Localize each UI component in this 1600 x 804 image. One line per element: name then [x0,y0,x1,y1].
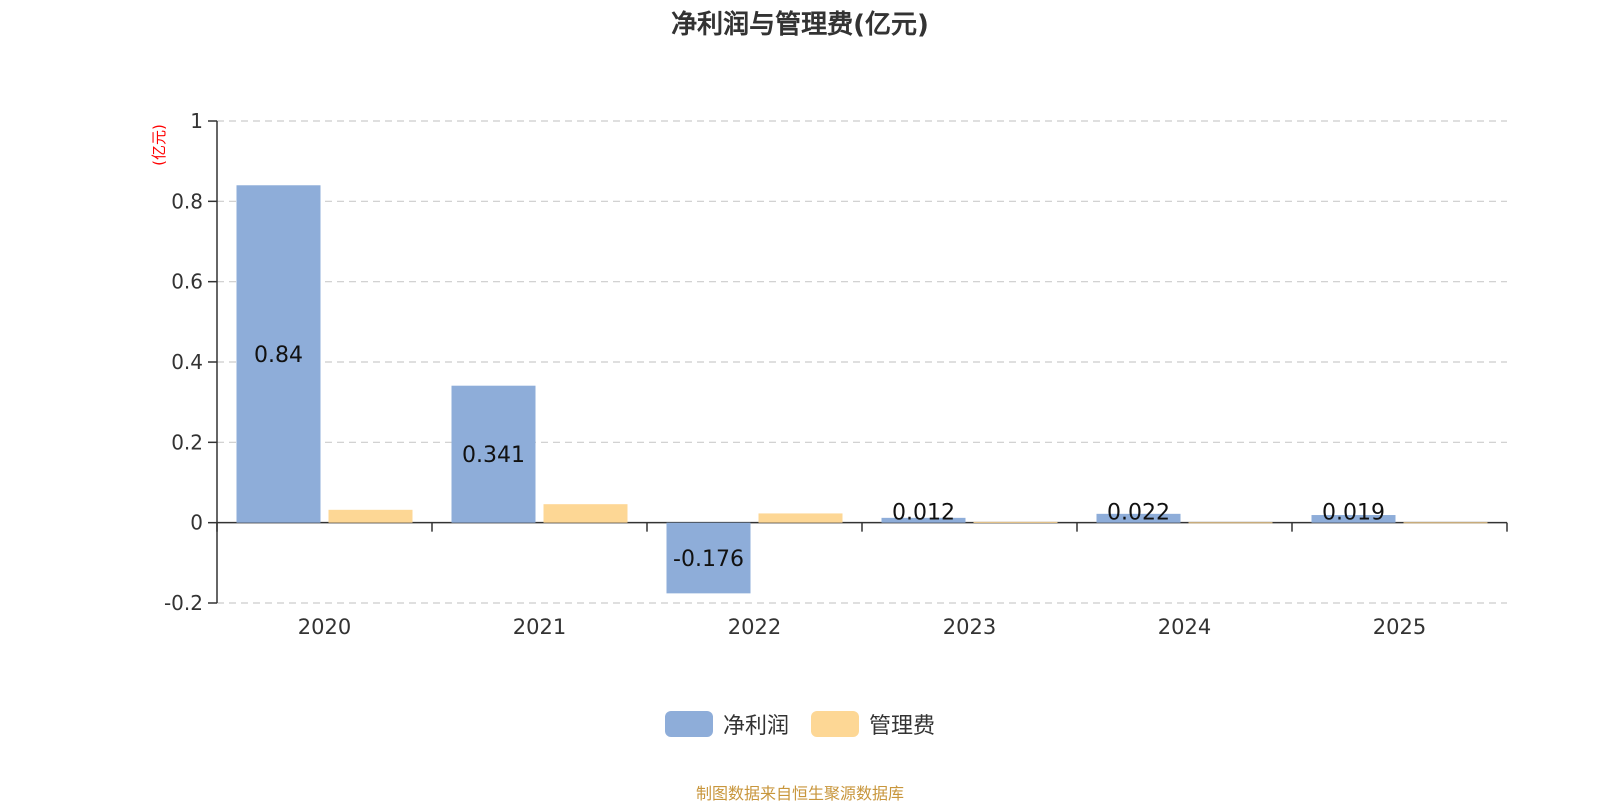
bar-net-profit [881,517,966,523]
legend-swatch-admin-expense [811,711,859,737]
x-tick-label: 2022 [728,615,781,639]
legend-item-admin-expense[interactable]: 管理费 [811,708,935,740]
bar-net-profit [1096,513,1181,523]
data-label: 0.019 [1322,501,1385,526]
x-tick-label: 2025 [1373,615,1426,639]
y-tick-label: 0.2 [171,430,203,454]
legend-swatch-net-profit [664,711,713,737]
legend-item-net-profit[interactable]: 净利润 [664,708,789,740]
bar-net-profit [1311,515,1396,523]
data-label: 0.84 [254,343,303,368]
legend-label-net-profit: 净利润 [722,714,789,739]
y-tick-label: 0.6 [171,270,203,294]
chart-title: 净利润与管理费(亿元) [671,10,929,40]
data-label: 0.012 [892,501,955,526]
y-tick-label: -0.2 [164,591,203,615]
x-tick-label: 2024 [1158,615,1211,639]
data-label: 0.341 [462,443,525,468]
bar-admin-expense [758,513,843,523]
bar-net-profit [451,385,536,523]
y-tick-label: 1 [190,109,203,133]
bar-admin-expense [1403,522,1488,524]
bar-admin-expense [543,504,628,523]
bar-net-profit [236,185,321,523]
y-tick-label: 0 [190,511,203,535]
x-tick-label: 2020 [298,615,351,639]
y-tick-label: 0.4 [171,350,203,374]
bar-chart: -0.2 0 0.2 0.4 0.6 0.8 1 (亿元) 2020 0.84 2021 0.341 2… [150,109,1508,639]
data-label: -0.176 [673,547,744,572]
bar-admin-expense [973,521,1058,523]
y-axis-label: (亿元) [150,124,168,166]
legend-label-admin-expense: 管理费 [869,714,936,739]
x-tick-label: 2023 [943,615,996,639]
bar-net-profit [666,522,751,594]
legend: 净利润 管理费 [0,708,1600,740]
data-label: 0.022 [1107,501,1170,526]
source-note: 制图数据来自恒生聚源数据库 [695,784,904,803]
bar-admin-expense [328,509,413,523]
y-tick-label: 0.8 [171,189,203,213]
bar-admin-expense [1188,522,1273,524]
x-tick-label: 2021 [513,615,566,639]
